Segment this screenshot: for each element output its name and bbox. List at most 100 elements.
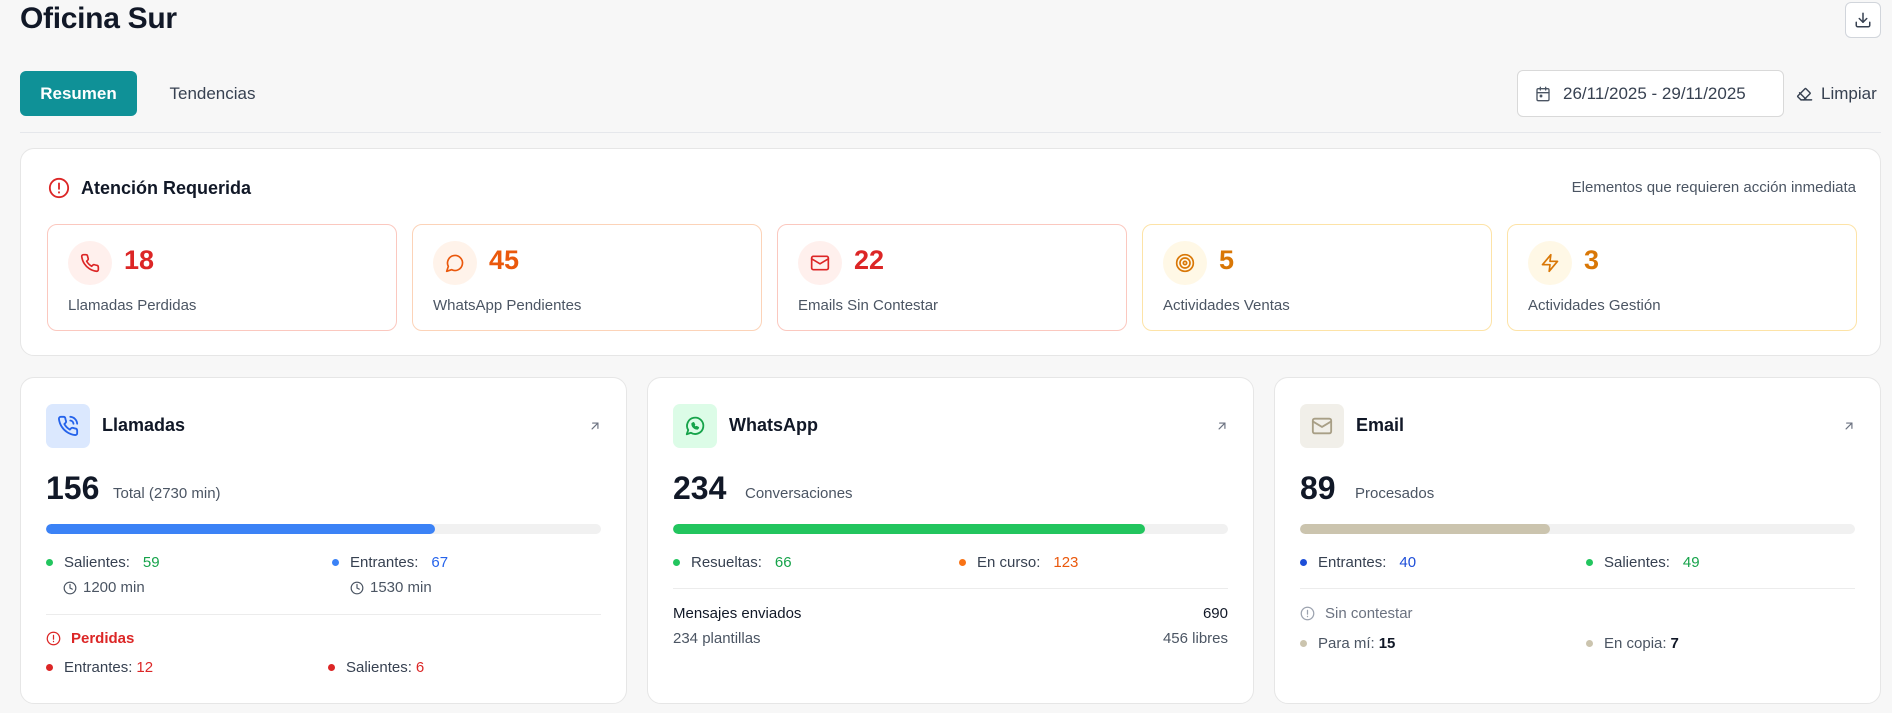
arrow-up-right-icon [1215,419,1229,433]
whatsapp-sent-row: Mensajes enviados 690 [673,605,1228,622]
alert-value: 45 [489,245,520,275]
phone-call-icon [46,404,90,448]
whatsapp-divider [673,588,1228,589]
email-progress-bar [1300,524,1855,534]
header-divider [20,132,1881,133]
tab-tendencias[interactable]: Tendencias [169,83,256,103]
clear-label: Limpiar [1821,83,1877,103]
minutes-text: 1530 min [370,579,432,596]
email-incoming: Entrantes: 40 [1300,554,1416,571]
email-total: 89 [1300,470,1336,506]
orange-dot [959,559,966,566]
open-whatsapp-button[interactable] [1215,419,1229,433]
alert-management-activities[interactable]: 3 Actividades Gestión [1507,224,1857,331]
calls-lost-incoming: Entrantes: 12 [46,659,153,676]
calls-outgoing: Salientes: 59 [46,554,160,571]
calls-progress-fill [46,524,435,534]
calls-progress-bar [46,524,601,534]
alert-value: 3 [1584,245,1600,275]
clear-button[interactable]: Limpiar [1796,70,1877,117]
lost-title: Perdidas [71,630,135,647]
stat-label: Entrantes: [350,554,419,571]
calls-divider [46,614,601,615]
alert-unanswered-emails[interactable]: 22 Emails Sin Contestar [777,224,1127,331]
red-dot [328,664,335,671]
date-range-text: 26/11/2025 - 29/11/2025 [1563,83,1746,103]
info-circle-icon [1300,606,1315,621]
beige-dot [1300,640,1307,647]
alert-circle-icon [48,177,70,199]
stat-label: Entrantes: [64,659,133,676]
calls-incoming: Entrantes: 67 [332,554,448,571]
arrow-up-right-icon [1842,419,1856,433]
calls-total-label: Total (2730 min) [113,485,221,502]
attention-card: Atención Requerida Elementos que requier… [20,148,1881,356]
stat-value: 40 [1399,554,1417,571]
calls-title: Llamadas [102,415,186,435]
stat-value: 59 [142,554,160,571]
blue-dot [1300,559,1307,566]
stat-label: Entrantes: [1318,554,1387,571]
alert-value: 22 [854,245,885,275]
alert-missed-calls[interactable]: 18 Llamadas Perdidas [47,224,397,331]
alert-label: Actividades Ventas [1163,297,1290,314]
email-total-label: Procesados [1355,485,1435,502]
email-cc: En copia: 7 [1586,635,1679,652]
whatsapp-total-label: Conversaciones [745,485,853,502]
calls-lost-header: Perdidas [46,630,134,647]
stat-value: 15 [1378,635,1396,652]
alert-sales-activities[interactable]: 5 Actividades Ventas [1142,224,1492,331]
clock-icon [63,581,77,595]
bolt-icon [1528,241,1572,285]
alert-value: 5 [1219,245,1235,275]
templates-label: 234 plantillas [673,630,761,647]
download-button[interactable] [1845,2,1881,38]
target-icon [1163,241,1207,285]
whatsapp-total: 234 [673,470,727,506]
whatsapp-ongoing: En curso: 123 [959,554,1078,571]
open-email-button[interactable] [1842,419,1856,433]
whatsapp-progress-bar [673,524,1228,534]
stat-value: 67 [431,554,449,571]
whatsapp-icon [673,404,717,448]
download-icon [1854,11,1872,29]
page-title: Oficina Sur [20,2,177,35]
alert-circle-icon [46,631,61,646]
green-dot [1586,559,1593,566]
calls-outgoing-minutes: 1200 min [63,579,145,596]
mail-icon [798,241,842,285]
calls-incoming-minutes: 1530 min [350,579,432,596]
minutes-text: 1200 min [83,579,145,596]
attention-title: Atención Requerida [81,177,252,198]
calls-lost-outgoing: Salientes: 6 [328,659,424,676]
arrow-up-right-icon [588,419,602,433]
email-unanswered-header: Sin contestar [1300,605,1413,622]
alert-label: Actividades Gestión [1528,297,1661,314]
date-range-picker[interactable]: 26/11/2025 - 29/11/2025 [1517,70,1784,117]
sent-value: 690 [1202,605,1228,622]
alert-label: Emails Sin Contestar [798,297,939,314]
green-dot [46,559,53,566]
calls-total: 156 [46,470,100,506]
email-progress-fill [1300,524,1550,534]
free-label: 456 libres [1162,630,1228,647]
whatsapp-card: WhatsApp 234 Conversaciones Resueltas: 6… [647,377,1254,704]
stat-value: 123 [1053,554,1079,571]
whatsapp-resolved: Resueltas: 66 [673,554,792,571]
stat-label: Salientes: [346,659,412,676]
red-dot [46,664,53,671]
email-to-me: Para mí: 15 [1300,635,1395,652]
open-calls-button[interactable] [588,419,602,433]
stat-value: 7 [1670,635,1679,652]
tab-resumen[interactable]: Resumen [20,71,137,116]
stat-value: 12 [136,659,154,676]
sent-label: Mensajes enviados [673,605,802,622]
blue-dot [332,559,339,566]
whatsapp-title: WhatsApp [729,415,818,435]
alert-whatsapp-pending[interactable]: 45 WhatsApp Pendientes [412,224,762,331]
email-card: Email 89 Procesados Entrantes: 40 Salien… [1274,377,1881,704]
alert-value: 18 [124,245,155,275]
stat-value: 66 [774,554,792,571]
chat-bubble-icon [433,241,477,285]
calendar-icon [1535,86,1551,102]
